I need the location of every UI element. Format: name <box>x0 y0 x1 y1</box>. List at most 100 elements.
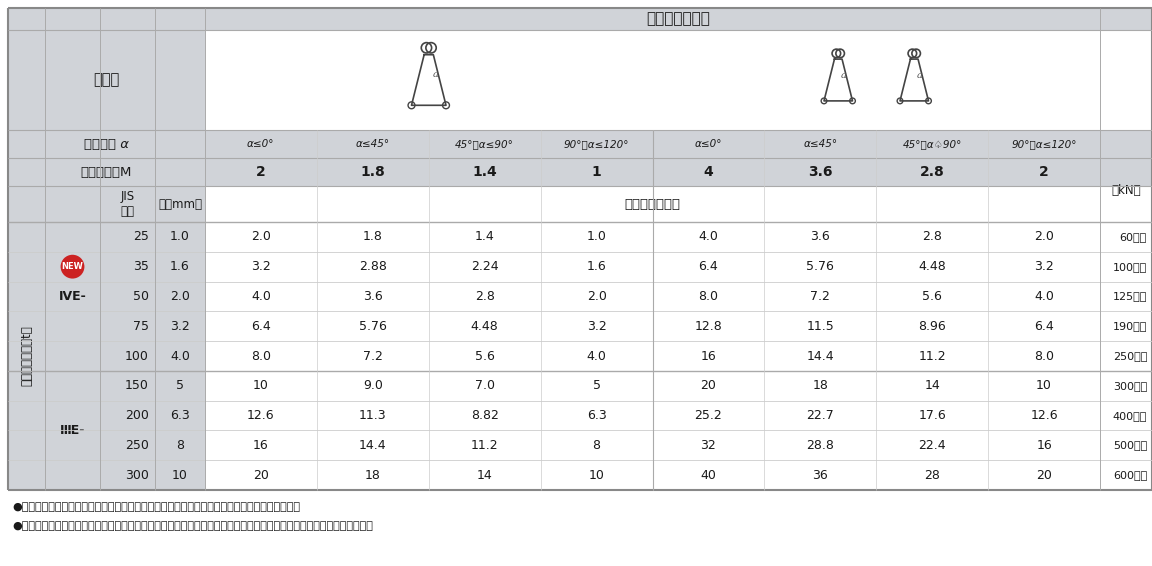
Bar <box>8 341 205 371</box>
Text: 90°＜α≤120°: 90°＜α≤120° <box>1011 139 1077 149</box>
Text: 3.2: 3.2 <box>1034 260 1054 273</box>
Bar <box>205 281 317 311</box>
Text: 1.0: 1.0 <box>586 230 606 243</box>
Bar <box>8 130 205 186</box>
Text: 25.2: 25.2 <box>695 409 722 422</box>
Text: 2.0: 2.0 <box>1034 230 1054 243</box>
Bar <box>205 186 1100 222</box>
Bar <box>205 341 317 371</box>
Text: 4.48: 4.48 <box>918 260 946 273</box>
Bar <box>877 401 988 431</box>
Bar <box>988 252 1100 281</box>
Text: 250以上: 250以上 <box>1113 351 1147 361</box>
Bar <box>429 281 540 311</box>
Text: 28: 28 <box>924 469 940 482</box>
Text: 300: 300 <box>126 469 149 482</box>
Text: 2.8: 2.8 <box>475 290 494 303</box>
Text: 14.4: 14.4 <box>359 439 387 452</box>
Text: 11.2: 11.2 <box>471 439 499 452</box>
Text: 50: 50 <box>132 290 149 303</box>
Text: 1: 1 <box>592 165 601 179</box>
Bar <box>988 431 1100 460</box>
Text: 5.6: 5.6 <box>923 290 942 303</box>
Text: 45°＜α≤90°: 45°＜α≤90° <box>455 139 514 149</box>
Text: 幅（mm）: 幅（mm） <box>158 198 202 211</box>
Bar <box>652 371 765 401</box>
Text: 最大使用荷重（t）: 最大使用荷重（t） <box>20 325 33 387</box>
Bar <box>317 130 429 186</box>
Bar <box>8 252 205 281</box>
Text: 40: 40 <box>700 469 717 482</box>
Bar <box>540 431 652 460</box>
Text: 4: 4 <box>704 165 713 179</box>
Text: a: a <box>432 70 438 79</box>
Bar <box>1100 341 1152 371</box>
Bar <box>877 130 988 186</box>
Text: 400以上: 400以上 <box>1113 410 1147 421</box>
Bar <box>1100 222 1152 252</box>
Text: 14: 14 <box>477 469 493 482</box>
Text: 2.0: 2.0 <box>251 230 271 243</box>
Bar <box>540 130 652 186</box>
Bar <box>205 431 317 460</box>
Text: 1.4: 1.4 <box>472 165 497 179</box>
Bar <box>540 311 652 341</box>
Bar <box>205 460 317 490</box>
Text: 2.8: 2.8 <box>923 230 942 243</box>
Bar <box>1100 311 1152 341</box>
Text: 17.6: 17.6 <box>918 409 946 422</box>
Bar <box>1100 281 1152 311</box>
Bar <box>317 460 429 490</box>
Bar <box>205 371 317 401</box>
Text: ⅢE-: ⅢE- <box>60 424 85 437</box>
Text: 6.4: 6.4 <box>698 260 719 273</box>
Bar <box>988 281 1100 311</box>
Text: 2.24: 2.24 <box>471 260 499 273</box>
Text: バスケットづり: バスケットづり <box>624 198 681 211</box>
Text: （kN）: （kN） <box>1112 183 1140 196</box>
Text: 8.0: 8.0 <box>698 290 719 303</box>
Text: 14.4: 14.4 <box>806 349 834 362</box>
Bar <box>205 130 317 186</box>
Text: 6.4: 6.4 <box>251 320 271 333</box>
Text: α≤0°: α≤0° <box>248 139 274 149</box>
Bar <box>652 341 765 371</box>
Text: 250: 250 <box>126 439 149 452</box>
Text: 500以上: 500以上 <box>1113 440 1147 451</box>
Text: 9.0: 9.0 <box>363 379 382 392</box>
Text: つり角度 α: つり角度 α <box>84 138 129 151</box>
Text: 16: 16 <box>1036 439 1052 452</box>
Text: 1.8: 1.8 <box>363 230 382 243</box>
Bar <box>877 222 988 252</box>
Bar <box>205 311 317 341</box>
Bar <box>317 341 429 371</box>
Text: バスケットづり: バスケットづり <box>646 11 711 27</box>
Bar <box>317 311 429 341</box>
Bar <box>877 431 988 460</box>
Text: 3.2: 3.2 <box>586 320 606 333</box>
Text: 12.6: 12.6 <box>248 409 274 422</box>
Bar <box>429 252 540 281</box>
Bar <box>317 401 429 431</box>
Bar <box>540 341 652 371</box>
Text: 1.0: 1.0 <box>170 230 190 243</box>
Bar <box>765 252 877 281</box>
Bar <box>317 222 429 252</box>
Text: 600以上: 600以上 <box>1113 470 1147 480</box>
Bar <box>988 130 1100 186</box>
Text: 2.8: 2.8 <box>919 165 945 179</box>
Text: 5.76: 5.76 <box>359 320 387 333</box>
Text: ●角張った物を吹り上げる時や、横滑りのおそれのある場合、スリング保護のためにコーナーパットをご使用ください。: ●角張った物を吹り上げる時や、横滑りのおそれのある場合、スリング保護のためにコー… <box>12 521 373 531</box>
Bar <box>877 341 988 371</box>
Bar <box>8 186 156 222</box>
Text: 20: 20 <box>253 469 268 482</box>
Text: ●スリングの使用荷重は荷の吹り方により変化します。上記の使用荷重以下でご使用ください。: ●スリングの使用荷重は荷の吹り方により変化します。上記の使用荷重以下でご使用くだ… <box>12 502 300 512</box>
Text: 100以上: 100以上 <box>1113 261 1147 272</box>
Bar <box>988 222 1100 252</box>
Text: 32: 32 <box>700 439 717 452</box>
Bar <box>317 371 429 401</box>
Bar <box>540 222 652 252</box>
Text: 6.3: 6.3 <box>170 409 190 422</box>
Text: 1.6: 1.6 <box>586 260 606 273</box>
Text: 75: 75 <box>132 320 149 333</box>
